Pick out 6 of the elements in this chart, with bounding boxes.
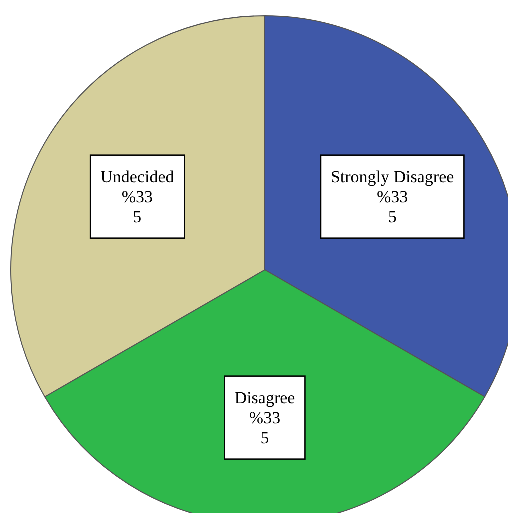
slice-label: Disagree bbox=[234, 388, 296, 408]
data-label: %33 5 bbox=[249, 408, 281, 448]
data-label: %33 5 bbox=[376, 187, 408, 226]
data-label: %33 5 bbox=[122, 187, 154, 226]
slice-label: Undecided bbox=[100, 167, 175, 186]
slice-label: Strongly Disagree bbox=[330, 167, 454, 186]
